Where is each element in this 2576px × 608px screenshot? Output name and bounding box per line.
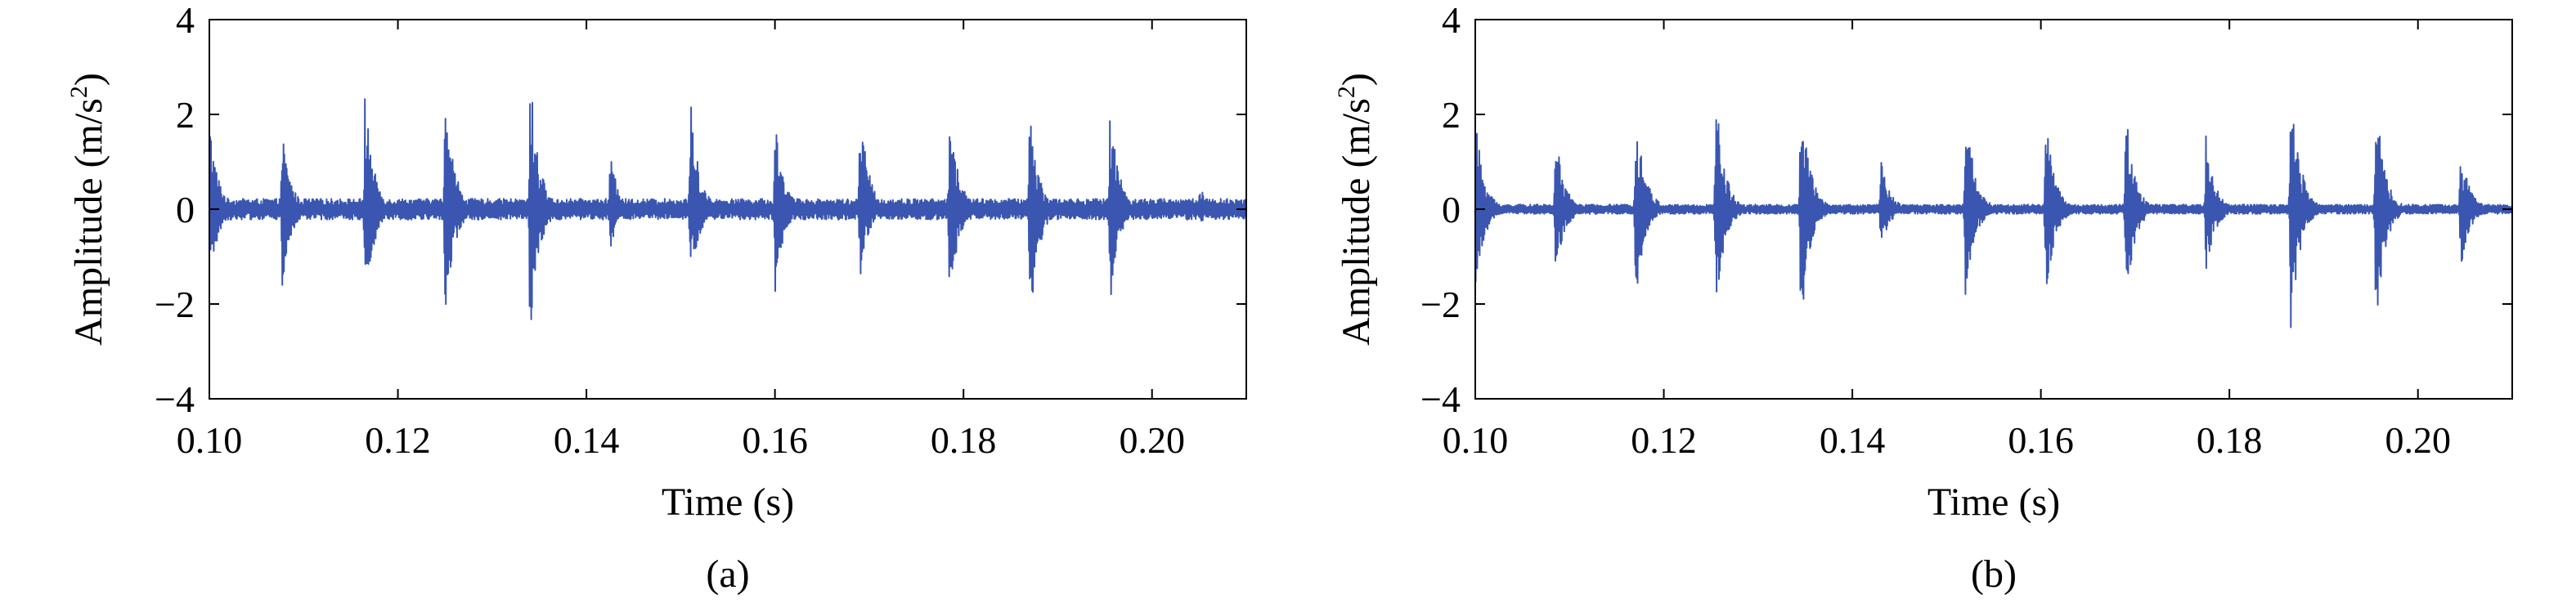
y-axis-label-sup-b: 2 (1333, 86, 1360, 98)
y-tick-label-b-4: 4 (1442, 0, 1461, 41)
x-tick-label-a-4: 0.18 (931, 419, 997, 461)
x-tick-label-b-3: 0.16 (2008, 419, 2074, 461)
x-axis-label-b: Time (s) (1928, 481, 2060, 524)
panel-label-b: (b) (1971, 552, 2017, 596)
y-axis-label-close-a: ) (67, 73, 110, 86)
x-axis-label-a: Time (s) (662, 481, 794, 524)
y-tick-label-a-2: 0 (176, 189, 195, 230)
signal-trace-b (1474, 118, 2513, 329)
x-tick-label-a-2: 0.14 (554, 419, 620, 461)
ticks-b: 0.10 0.12 0.14 0.16 0.18 0.20 −4 −2 0 2 4 (1420, 0, 2512, 461)
x-tick-label-a-3: 0.16 (742, 419, 808, 461)
x-tick-label-b-2: 0.14 (1820, 419, 1886, 461)
y-tick-label-b-3: 2 (1442, 94, 1461, 136)
ticks-a: 0.10 0.12 0.14 0.16 0.18 0.20 −4 −2 0 2 4 (155, 0, 1246, 461)
x-tick-label-b-4: 0.18 (2197, 419, 2263, 461)
y-axis-label-main-a: Amplitude (m/s (67, 98, 110, 346)
x-tick-label-b-1: 0.12 (1631, 419, 1697, 461)
y-tick-label-b-2: 0 (1442, 189, 1461, 230)
x-tick-label-a-1: 0.12 (365, 419, 431, 461)
x-tick-label-b-0: 0.10 (1443, 419, 1509, 461)
y-axis-label-b: Amplitude (m/s2) (1333, 73, 1378, 346)
x-tick-label-b-5: 0.20 (2385, 419, 2451, 461)
y-tick-label-b-1: −2 (1420, 284, 1461, 325)
y-axis-label-main-b: Amplitude (m/s (1335, 98, 1378, 346)
y-axis-label-close-b: ) (1335, 73, 1378, 86)
y-tick-label-a-3: 2 (176, 94, 195, 136)
y-tick-label-a-1: −2 (155, 284, 195, 325)
y-tick-label-a-4: 4 (176, 0, 195, 41)
signal-trace-a (209, 98, 1247, 320)
y-axis-label-a: Amplitude (m/s2) (65, 73, 110, 346)
panel-b: 0.10 0.12 0.14 0.16 0.18 0.20 −4 −2 0 2 4 Amplitud… (1333, 0, 2513, 596)
panel-a: 0.10 0.12 0.14 0.16 0.18 0.20 −4 −2 0 2 4 Amplitud… (65, 0, 1247, 596)
y-tick-label-b-0: −4 (1420, 378, 1461, 420)
y-axis-label-sup-a: 2 (65, 86, 92, 98)
y-tick-label-a-0: −4 (155, 378, 195, 420)
x-tick-label-a-5: 0.20 (1119, 419, 1185, 461)
panel-label-a: (a) (706, 552, 749, 596)
x-tick-label-a-0: 0.10 (177, 419, 243, 461)
